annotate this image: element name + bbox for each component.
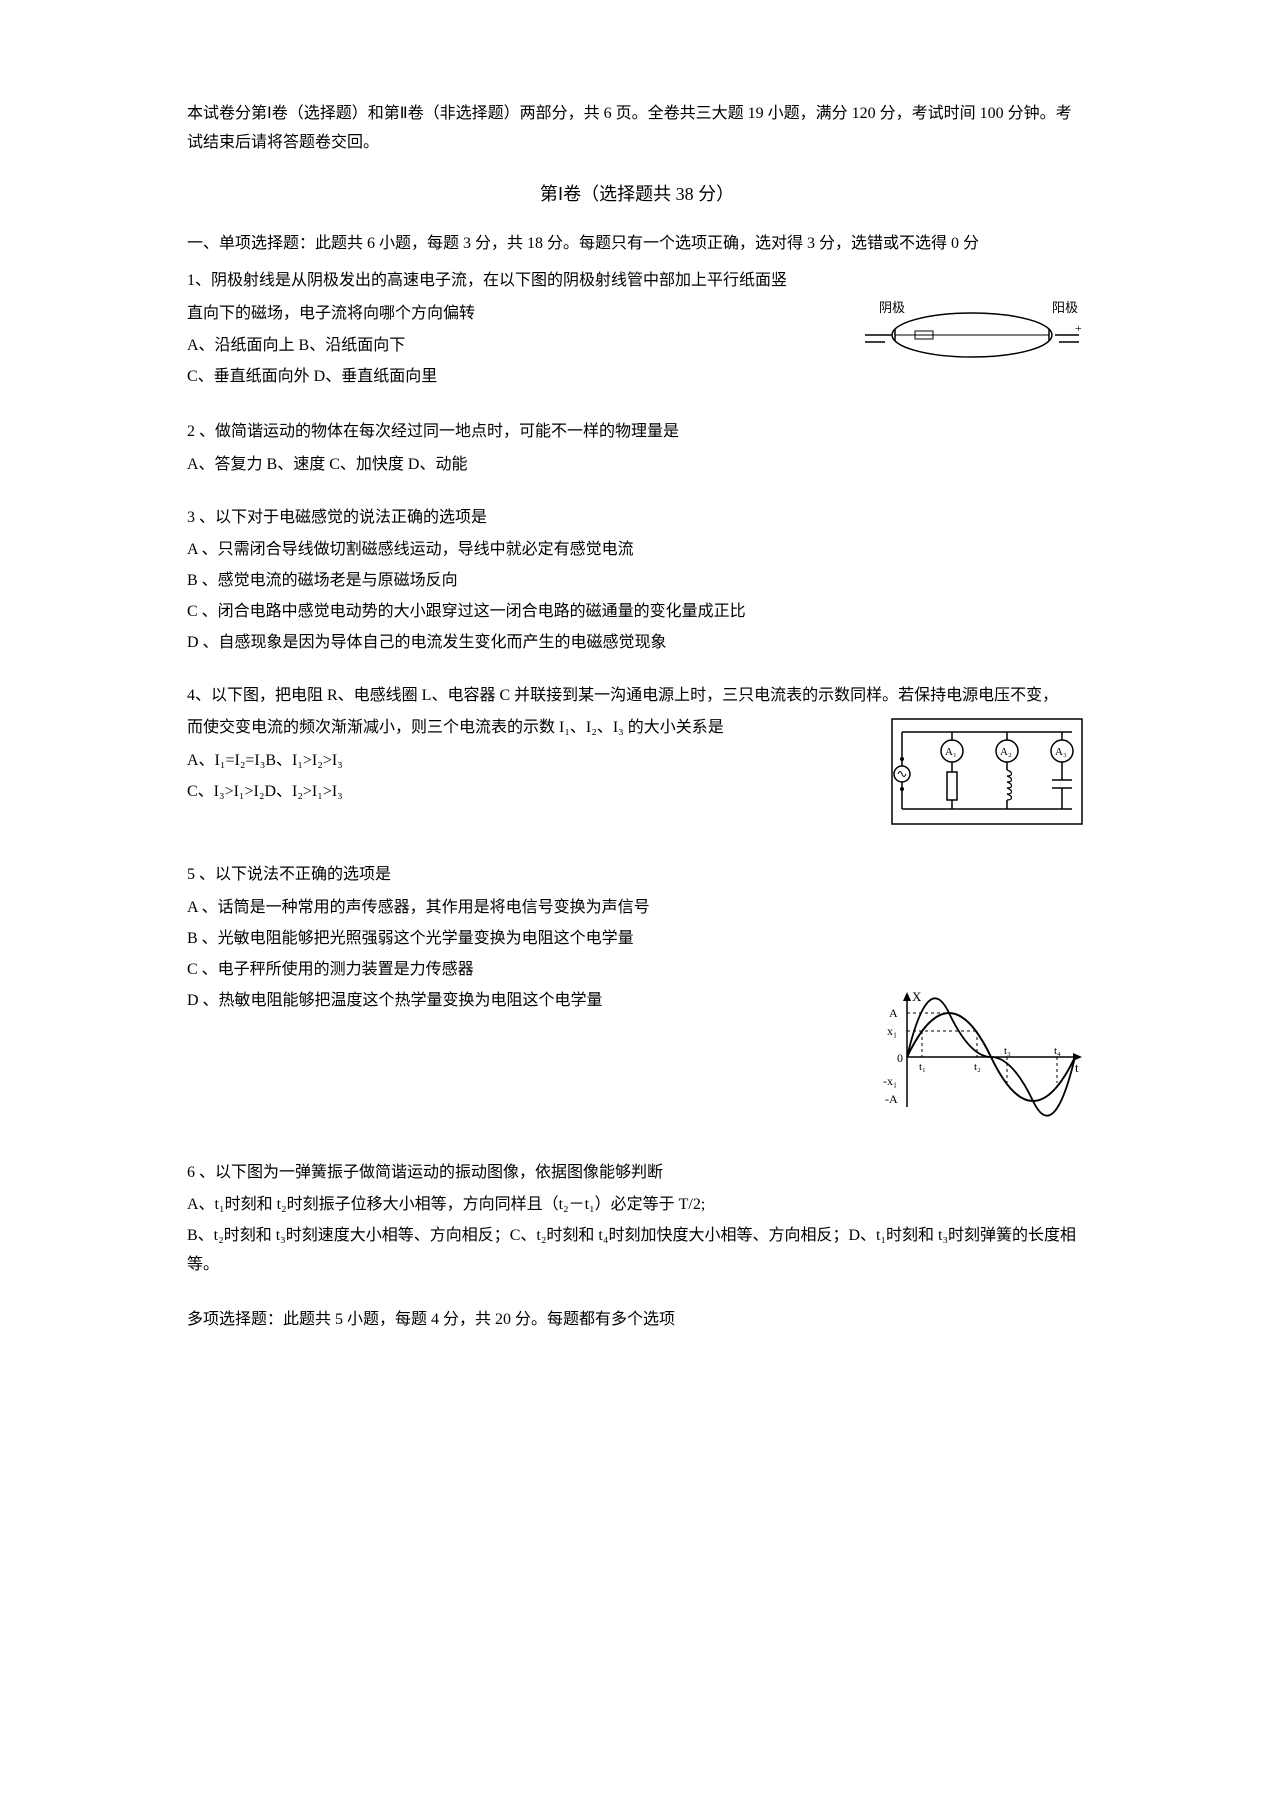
neg-A-label: -A [885, 1092, 898, 1106]
q5-text: 5 、以下说法不正确的选项是 [187, 861, 1087, 890]
question-2: 2 、做简谐运动的物体在每次经过同一地点时，可能不一样的物理量是 A、答复力 B… [187, 418, 1087, 480]
sine-wave-figure: X t 0 A x₁ -x₁ -A t₁ t₂ t₃ t₄ [877, 987, 1087, 1127]
q6-option-a: A、t₁时刻和 t₂时刻振子位移大小相等，方向同样且（t₂－t₁）必定等于 T/… [187, 1191, 1087, 1220]
q1-option-c: C、垂直纸面向外 D、垂直纸面向里 [187, 363, 1087, 392]
ammeter3-label: A₃ [1055, 746, 1067, 758]
t2-label: t₂ [974, 1061, 981, 1073]
q1-text: 1、阴极射线是从阴极发出的高速电子流，在以下图的阴极射线管中部加上平行纸面竖 [187, 267, 1087, 296]
question-3: 3 、以下对于电磁感觉的说法正确的选项是 A 、只需闭合导线做切割磁感线运动，导… [187, 504, 1087, 658]
ammeter1-label: A₁ [945, 746, 957, 758]
intro-text: 本试卷分第Ⅰ卷（选择题）和第Ⅱ卷（非选择题）两部分，共 6 页。全卷共三大题 1… [187, 105, 1072, 151]
q5-option-a: A 、话筒是一种常用的声传感器，其作用是将电信号变换为声信号 [187, 894, 1087, 923]
x-axis-label: X [912, 989, 922, 1004]
A-label: A [889, 1006, 898, 1020]
t4-label: t₄ [1054, 1045, 1061, 1057]
cathode-tube-figure: 阴极 阳极 + [857, 300, 1087, 365]
multi-choice-header: 多项选择题：此题共 5 小题，每题 4 分，共 20 分。每题都有多个选项 [187, 1306, 1087, 1335]
q6-option-b: B、t₂时刻和 t₃时刻速度大小相等、方向相反；C、t₂时刻和 t₄时刻加快度大… [187, 1222, 1087, 1280]
svg-text:+: + [1075, 321, 1082, 335]
q4-text: 4、以下图，把电阻 R、电感线圈 L、电容器 C 并联接到某一沟通电源上时，三只… [187, 682, 1087, 711]
q3-option-b: B 、感觉电流的磁场老是与原磁场反向 [187, 567, 1087, 596]
q3-text: 3 、以下对于电磁感觉的说法正确的选项是 [187, 504, 1087, 533]
cathode-label: 阴极 [879, 300, 905, 315]
q6-text: 6 、以下图为一弹簧振子做简谐运动的振动图像，依据图像能够判断 [187, 1159, 1087, 1188]
ammeter2-label: A₂ [1000, 746, 1012, 758]
q3-option-a: A 、只需闭合导线做切割磁感线运动，导线中就必定有感觉电流 [187, 536, 1087, 565]
anode-label: 阳极 [1052, 300, 1078, 315]
q5-option-b: B 、光敏电阻能够把光照强弱这个光学量变换为电阻这个电学量 [187, 925, 1087, 954]
q3-option-c: C 、闭合电路中感觉电动势的大小跟穿过这一闭合电路的磁通量的变化量成正比 [187, 598, 1087, 627]
t1-label: t₁ [919, 1061, 926, 1073]
origin-label: 0 [897, 1051, 903, 1065]
question-6: 6 、以下图为一弹簧振子做简谐运动的振动图像，依据图像能够判断 A、t₁时刻和 … [187, 1159, 1087, 1282]
q5-option-c: C 、电子秤所使用的测力装置是力传感器 [187, 956, 1087, 985]
neg-x1-label: -x₁ [883, 1074, 897, 1088]
question-1: 1、阴极射线是从阴极发出的高速电子流，在以下图的阴极射线管中部加上平行纸面竖 阴… [187, 267, 1087, 394]
t3-label: t₃ [1004, 1045, 1011, 1057]
q2-text: 2 、做简谐运动的物体在每次经过同一地点时，可能不一样的物理量是 [187, 418, 1087, 447]
q3-option-d: D 、自感现象是因为导体自己的电流发生变化而产生的电磁感觉现象 [187, 629, 1087, 658]
x1-label: x₁ [887, 1024, 897, 1038]
question-4: 4、以下图，把电阻 R、电感线圈 L、电容器 C 并联接到某一沟通电源上时，三只… [187, 682, 1087, 838]
section-title: 第Ⅰ卷（选择题共 38 分） [187, 178, 1087, 210]
single-choice-header: 一、单项选择题：此题共 6 小题，每题 3 分，共 18 分。每题只有一个选项正… [187, 230, 1087, 259]
q2-options: A、答复力 B、速度 C、加快度 D、动能 [187, 451, 1087, 480]
t-axis-label: t [1075, 1060, 1079, 1075]
circuit-figure: A₁ A₂ A₃ [887, 714, 1087, 829]
question-5: 5 、以下说法不正确的选项是 A 、话筒是一种常用的声传感器，其作用是将电信号变… [187, 861, 1087, 1134]
